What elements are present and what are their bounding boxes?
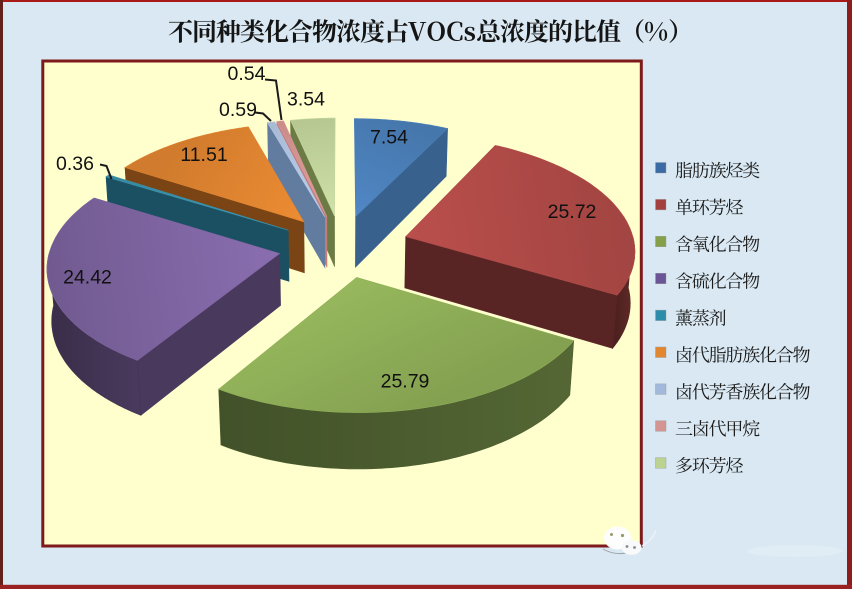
- svg-text:3.54: 3.54: [287, 89, 325, 111]
- svg-text:0.36: 0.36: [56, 153, 94, 175]
- svg-text:24.42: 24.42: [63, 267, 112, 289]
- svg-text:0.59: 0.59: [219, 99, 257, 121]
- svg-text:7.54: 7.54: [370, 127, 408, 149]
- svg-text:25.79: 25.79: [381, 371, 430, 393]
- svg-text:0.54: 0.54: [228, 63, 266, 85]
- svg-text:25.72: 25.72: [548, 201, 597, 223]
- svg-text:11.51: 11.51: [180, 144, 227, 166]
